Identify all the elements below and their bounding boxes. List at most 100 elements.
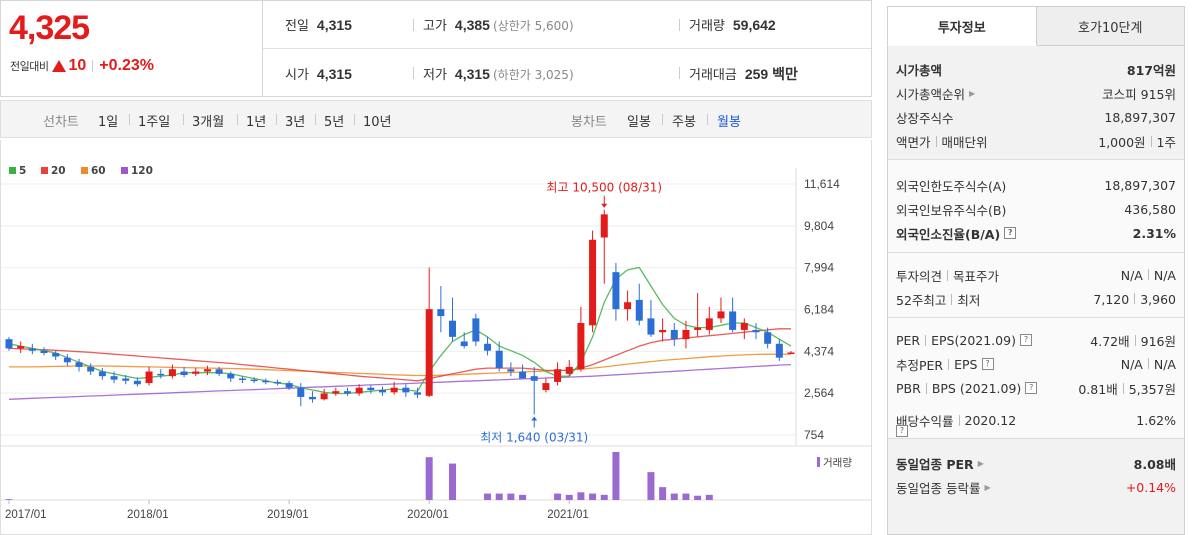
- info-value-label-2: 5,357원: [1128, 381, 1176, 397]
- info-key: PER EPS(2021.09)?: [896, 333, 1032, 348]
- info-value: +0.14%: [1126, 480, 1176, 495]
- candle-body: [52, 353, 60, 357]
- period-10y[interactable]: 10년: [363, 115, 392, 130]
- info-row[interactable]: 동일업종 등락률 ▶ +0.14%: [896, 476, 1176, 498]
- info-key-label: 외국인소진율(B/A): [896, 226, 1001, 242]
- info-key-label: 액면가: [896, 134, 931, 150]
- volume-bar: [647, 472, 655, 500]
- help-icon[interactable]: ?: [896, 425, 908, 437]
- volume-bar: [425, 457, 433, 500]
- candle-body: [635, 299, 643, 321]
- help-icon[interactable]: ?: [1019, 334, 1032, 346]
- period-1d[interactable]: 1일: [98, 115, 119, 130]
- candle-body: [180, 371, 188, 376]
- help-icon[interactable]: ?: [1004, 227, 1017, 239]
- quote-summary: 4,325 전일대비 10 +0.23%: [0, 0, 262, 97]
- candle-body: [227, 373, 235, 379]
- current-price: 4,325: [9, 9, 90, 47]
- candle-body: [402, 387, 410, 393]
- low-price: 저가 4,315 (하한가 3,025): [423, 66, 574, 83]
- info-value-label-2: N/A: [1153, 356, 1176, 372]
- y-tick-label: 11,614: [804, 177, 840, 191]
- volume-bar: [484, 493, 492, 500]
- candle-body: [752, 329, 760, 333]
- tab-investment-info[interactable]: 투자정보: [887, 6, 1037, 46]
- y-tick-label: 2,564: [804, 386, 834, 400]
- info-value-label: 436,580: [1124, 201, 1176, 217]
- legend-swatch: [121, 167, 128, 174]
- info-value-label: +0.14%: [1125, 479, 1176, 495]
- candle-body: [507, 369, 515, 372]
- ma120-line: [8, 363, 792, 400]
- info-value-label: N/A: [1120, 356, 1143, 372]
- quote-grid: 전일 4,315 고가 4,385 (상한가 5,600) 거래량 59,642 시가 4…: [262, 0, 872, 97]
- change-percent: +0.23%: [99, 57, 154, 74]
- info-key: 52주최고 최저: [896, 290, 980, 309]
- info-row: 추정PER EPS? N/A N/A: [896, 353, 1176, 375]
- info-value: N/A N/A: [1121, 357, 1176, 372]
- period-1y[interactable]: 1년: [246, 115, 267, 130]
- y-tick-label: 754: [804, 428, 824, 442]
- info-row[interactable]: 시가총액순위 ▶ 코스피 915위: [896, 82, 1176, 104]
- tab-orderbook[interactable]: 호가10단계: [1036, 6, 1185, 46]
- info-key-label: 상장주식수: [896, 110, 954, 126]
- candle-weekly[interactable]: 주봉: [672, 115, 696, 130]
- volume-bar: [577, 492, 585, 500]
- volume-bar: [589, 493, 597, 500]
- info-row: 투자의견 목표주가 N/A N/A: [896, 264, 1176, 286]
- info-key-label: 투자의견: [896, 268, 943, 284]
- x-tick-label: 2019/01: [267, 509, 309, 521]
- caret-right-icon: ▶: [977, 458, 984, 468]
- period-3y[interactable]: 3년: [285, 115, 306, 130]
- candle-body: [40, 350, 48, 354]
- info-row[interactable]: 동일업종 PER ▶ 8.08배: [896, 452, 1176, 474]
- help-icon[interactable]: ?: [1025, 382, 1038, 394]
- help-icon[interactable]: ?: [981, 358, 994, 370]
- period-1w[interactable]: 1주일: [138, 115, 171, 130]
- y-tick-label: 7,994: [804, 261, 834, 275]
- info-value: N/A N/A: [1121, 268, 1176, 283]
- candle-body: [17, 346, 25, 349]
- change-label: 전일대비: [10, 60, 49, 73]
- info-row: 시가총액 817억원: [896, 58, 1176, 80]
- candle-daily[interactable]: 일봉: [627, 115, 651, 130]
- period-5y[interactable]: 5년: [324, 115, 345, 130]
- candle-body: [273, 381, 281, 384]
- y-tick-label: 9,804: [804, 219, 834, 233]
- period-3m[interactable]: 3개월: [192, 115, 225, 130]
- candle-body: [530, 376, 538, 381]
- info-key: 시가총액순위 ▶: [896, 84, 975, 103]
- info-key-label: 동일업종 PER: [896, 456, 974, 472]
- ma60-line: [9, 353, 791, 377]
- info-value: 436,580: [1124, 202, 1176, 217]
- candle-body: [449, 320, 457, 337]
- candle-body: [554, 369, 562, 382]
- line-chart-label: 선차트: [43, 115, 79, 130]
- info-key-label: 배당수익률: [896, 413, 954, 429]
- volume-bar: [519, 494, 527, 500]
- info-table: 시가총액 817억원 시가총액순위 ▶ 코스피 915위 상장주식수 18,897,307 액…: [887, 46, 1185, 535]
- candle-body: [425, 309, 433, 396]
- info-key: 액면가 매매단위: [896, 132, 988, 151]
- info-key-label: 시가총액: [896, 62, 943, 78]
- candle-body: [63, 357, 71, 363]
- candle-body: [98, 371, 106, 377]
- info-key-label-2: EPS(2021.09): [931, 332, 1016, 348]
- change-row: 전일대비 10 +0.23%: [10, 57, 154, 75]
- candle-monthly[interactable]: 월봉: [717, 115, 741, 130]
- candle-body: [542, 383, 550, 391]
- volume-legend-swatch: [817, 457, 820, 467]
- open-price: 시가 4,315: [285, 66, 352, 83]
- volume: 거래량 59,642: [689, 17, 776, 34]
- change-amount: 10: [68, 57, 87, 74]
- info-value-label-2: 916원: [1140, 333, 1176, 349]
- volume-bar: [659, 487, 667, 500]
- candle-body: [729, 311, 737, 330]
- legend-label: 20: [51, 165, 66, 177]
- candle-body: [717, 311, 725, 319]
- candle-body: [589, 239, 597, 326]
- volume-bar: [554, 493, 562, 500]
- volume-bar: [705, 494, 713, 500]
- info-value: 817억원: [1127, 60, 1176, 79]
